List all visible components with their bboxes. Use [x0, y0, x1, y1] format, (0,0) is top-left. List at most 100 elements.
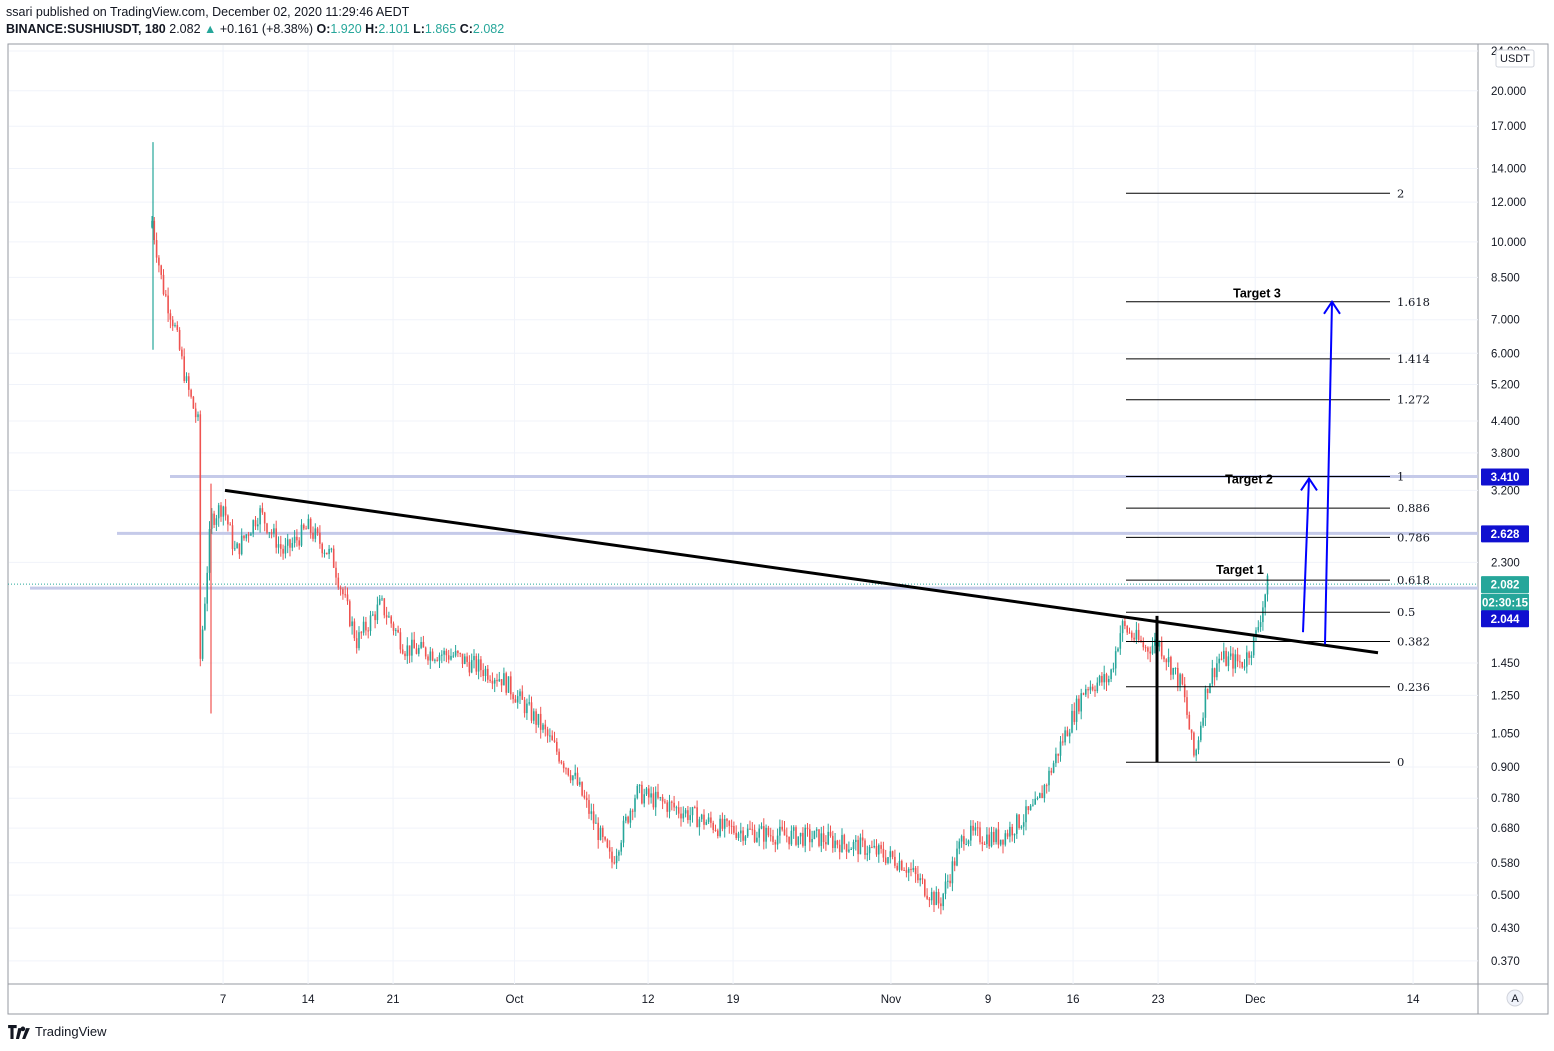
- candle-body: [643, 794, 645, 804]
- candle-body: [1068, 732, 1071, 737]
- candle-body: [326, 552, 328, 555]
- candle-body: [763, 826, 765, 842]
- candle-body: [307, 518, 310, 529]
- candle-body: [560, 761, 563, 764]
- candle-body: [1103, 674, 1105, 683]
- candle-body: [261, 508, 264, 513]
- candle-body: [1229, 653, 1232, 657]
- low-value: 1.865: [424, 22, 457, 36]
- candle-body: [542, 724, 544, 730]
- candle-body: [470, 660, 473, 673]
- candle-body: [457, 650, 459, 654]
- open-value: 1.920: [330, 22, 362, 36]
- y-tick-label: 6.000: [1491, 348, 1520, 360]
- candle-body: [1020, 826, 1023, 828]
- price-label-text: 02:30:15: [1482, 597, 1529, 609]
- candle-body: [868, 846, 871, 854]
- candle-body: [850, 849, 852, 851]
- trendline: [224, 488, 1379, 655]
- candle-body: [956, 848, 958, 866]
- x-tick-label: 9: [985, 994, 991, 1006]
- candle-body: [1179, 674, 1181, 686]
- candle-body: [1181, 674, 1184, 685]
- auto-scale-button[interactable]: [1506, 989, 1524, 1007]
- candle-body: [204, 603, 206, 630]
- candle-body: [921, 878, 924, 880]
- price-label-box: [1481, 593, 1529, 611]
- candle-body: [597, 822, 599, 840]
- candle-body: [1078, 698, 1080, 712]
- candle-body: [1089, 686, 1092, 691]
- candle-body: [1085, 689, 1087, 695]
- candle-body: [606, 839, 609, 848]
- candle-body: [1073, 710, 1076, 722]
- candle-body: [167, 295, 169, 314]
- candle-body: [436, 659, 438, 661]
- candle-body: [539, 713, 542, 730]
- candle-body: [675, 807, 678, 809]
- candle-body: [1190, 729, 1193, 733]
- candle-body: [829, 831, 832, 836]
- candle-body: [1108, 678, 1110, 683]
- candle-body: [178, 329, 181, 350]
- candle-body: [788, 836, 790, 845]
- candle-body: [700, 814, 703, 820]
- up-arrow-icon: ▲: [204, 22, 217, 36]
- change-value: +0.161 (+8.38%): [219, 22, 313, 36]
- close-label: C:: [459, 22, 473, 36]
- candle-body: [986, 834, 988, 845]
- candle-body: [277, 544, 280, 548]
- candle-body: [804, 827, 806, 846]
- candle-body: [1071, 710, 1073, 733]
- price-label-box: [1481, 576, 1529, 594]
- candle-body: [224, 506, 227, 516]
- candle-body: [972, 825, 974, 831]
- candle-body: [314, 528, 317, 539]
- candle-body: [714, 829, 717, 831]
- candle-body: [1133, 637, 1135, 640]
- y-tick-label: 0.780: [1491, 793, 1520, 805]
- candle-body: [556, 741, 558, 752]
- candle-body: [894, 856, 896, 866]
- y-tick-label: 2.300: [1491, 557, 1520, 569]
- fib-level-label: 1.618: [1397, 295, 1430, 309]
- price-label-box: [1481, 610, 1529, 628]
- candle-body: [1140, 639, 1142, 642]
- candle-body: [562, 763, 565, 769]
- candle-body: [1117, 648, 1119, 652]
- candle-body: [1186, 697, 1188, 715]
- candle-body: [1114, 651, 1117, 669]
- candle-body: [503, 673, 505, 686]
- candle-body: [852, 841, 855, 850]
- candle-body: [661, 797, 664, 802]
- candle-body: [1262, 607, 1264, 623]
- candle-body: [1013, 833, 1016, 836]
- candle-body: [997, 829, 1000, 845]
- candle-body: [489, 679, 491, 681]
- candle-body: [689, 815, 691, 821]
- tradingview-brand[interactable]: TradingView: [8, 1024, 107, 1039]
- candle-body: [919, 878, 921, 881]
- candle-body: [694, 807, 696, 809]
- candle-body: [990, 831, 993, 847]
- price-label-box: [1481, 468, 1529, 486]
- candle-body: [1034, 798, 1036, 805]
- candle-body: [811, 838, 813, 843]
- candle-body: [447, 655, 450, 660]
- candle-body: [680, 813, 682, 819]
- candle-body: [664, 801, 666, 803]
- candle-body: [392, 623, 395, 631]
- candle-body: [993, 831, 995, 843]
- candle-body: [786, 835, 788, 837]
- y-tick-label: 1.050: [1491, 728, 1520, 740]
- candle-body: [185, 376, 188, 381]
- candle-body: [912, 867, 915, 871]
- candle-body: [240, 535, 243, 555]
- candle-body: [815, 829, 818, 831]
- candle-body: [933, 892, 935, 906]
- candle-body: [1250, 655, 1253, 658]
- y-tick-label: 0.580: [1491, 858, 1520, 870]
- candle-body: [974, 827, 977, 831]
- candle-body: [696, 807, 698, 828]
